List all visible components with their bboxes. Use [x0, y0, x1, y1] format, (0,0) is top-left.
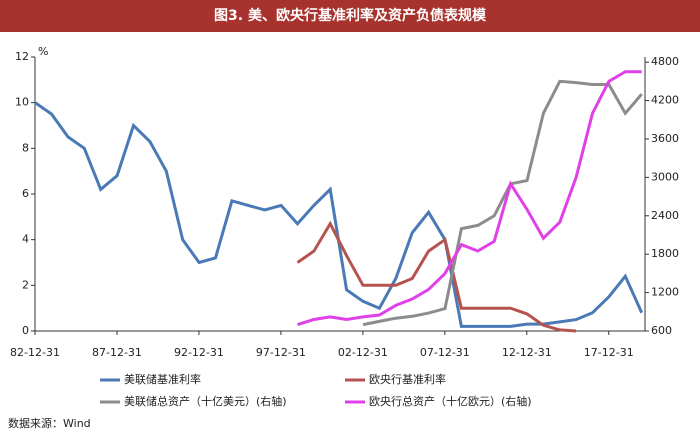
legend-label: 美联储总资产（十亿美元）(右轴): [124, 394, 287, 408]
x-tick-label: 07-12-31: [420, 346, 470, 359]
title-banner: [0, 0, 700, 32]
legend-label: 欧央行基准利率: [369, 372, 446, 386]
y-tick-label: 6: [22, 187, 29, 200]
y2-tick-label: 3600: [651, 132, 679, 145]
source: 数据来源：Wind: [8, 416, 91, 430]
y2-tick-label: 4800: [651, 55, 679, 68]
x-tick-label: 97-12-31: [256, 346, 306, 359]
x-tick-label: 82-12-31: [10, 346, 60, 359]
y-tick-label: 2: [22, 278, 29, 291]
y2-tick-label: 1800: [651, 247, 679, 260]
y2-tick-label: 600: [651, 324, 672, 337]
y2-tick-label: 2400: [651, 209, 679, 222]
series-line: [297, 70, 642, 327]
x-tick-label: 17-12-31: [584, 346, 634, 359]
chart-title: 图3. 美、欧央行基准利率及资产负债表规模: [214, 7, 487, 24]
legend-label: 美联储基准利率: [124, 372, 201, 386]
y-tick-label: 0: [22, 324, 29, 337]
series-line: [362, 79, 643, 327]
y-tick-label: 12: [15, 50, 29, 63]
y-tick-label: 8: [22, 141, 29, 154]
y-tick-label: 4: [22, 233, 29, 246]
y-tick-label: 10: [15, 96, 29, 109]
x-tick-label: 92-12-31: [174, 346, 224, 359]
y2-tick-label: 1200: [651, 286, 679, 299]
legend-label: 欧央行总资产（十亿欧元）(右轴): [369, 394, 532, 408]
x-tick-label: 12-12-31: [502, 346, 552, 359]
x-tick-label: 02-12-31: [338, 346, 388, 359]
x-tick-label: 87-12-31: [92, 346, 142, 359]
y2-tick-label: 4200: [651, 94, 679, 107]
y-unit: %: [38, 45, 48, 58]
y2-tick-label: 3000: [651, 170, 679, 183]
series-line: [296, 220, 577, 333]
series-line: [34, 101, 644, 328]
